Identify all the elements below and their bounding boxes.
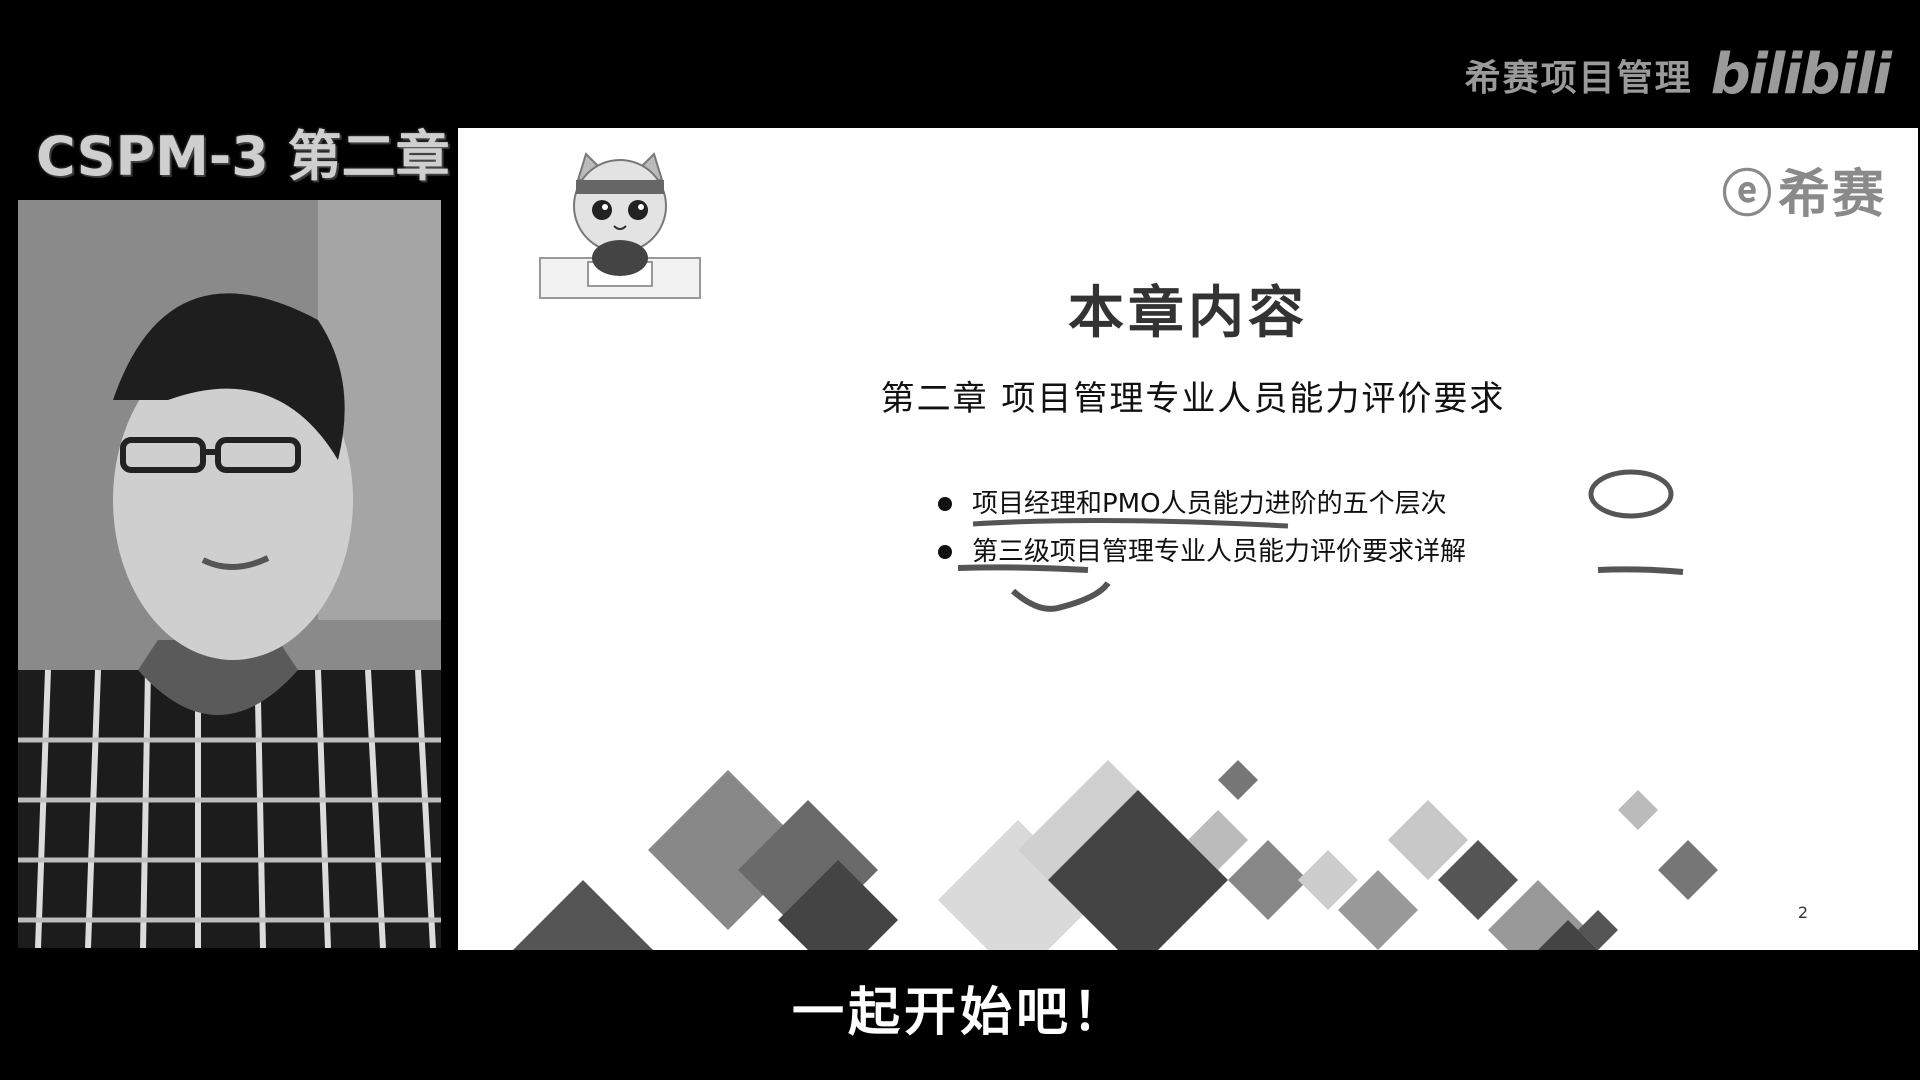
presenter-photo: [18, 200, 441, 948]
bilibili-logo-icon: bilibili: [1710, 42, 1892, 107]
list-item: 项目经理和PMO人员能力进阶的五个层次: [938, 480, 1466, 528]
check-annotation: [1011, 581, 1111, 612]
bullet-list: 项目经理和PMO人员能力进阶的五个层次 第三级项目管理专业人员能力评价要求详解: [938, 480, 1466, 576]
bullet-dot-icon: [938, 497, 952, 511]
video-watermark: 希赛项目管理 bilibili: [1464, 42, 1892, 107]
presenter-camera: [18, 200, 441, 948]
brand-logo: ⓔ 希赛: [1722, 152, 1886, 227]
presentation-slide: ⓔ 希赛 本章内容 第二章 项目管理专业人员能力评价要求 项目经理和PMO人员能…: [458, 128, 1918, 950]
bullet-text: 项目经理和PMO人员能力进阶的五个层次: [972, 489, 1447, 519]
cat-mascot-icon: [539, 152, 701, 299]
channel-name: 希赛项目管理: [1464, 57, 1693, 99]
video-caption: 一起开始吧！: [791, 983, 1128, 1043]
slide-subtitle: 第二章 项目管理专业人员能力评价要求: [880, 379, 1506, 419]
list-item: 第三级项目管理专业人员能力评价要求详解: [938, 528, 1466, 576]
diamond-decoration: [513, 760, 1718, 950]
slide-title: 本章内容: [1068, 281, 1308, 346]
circle-annotation: [1588, 469, 1674, 519]
brand-mark-icon: ⓔ: [1721, 164, 1772, 223]
bullet-dot-icon: [938, 545, 952, 559]
brand-name: 希赛: [1777, 165, 1886, 225]
underline-annotation: [1597, 566, 1684, 575]
bullet-text: 第三级项目管理专业人员能力评价要求详解: [972, 537, 1467, 567]
page-number: 2: [1797, 903, 1808, 922]
chapter-label: CSPM-3 第二章: [36, 125, 450, 188]
